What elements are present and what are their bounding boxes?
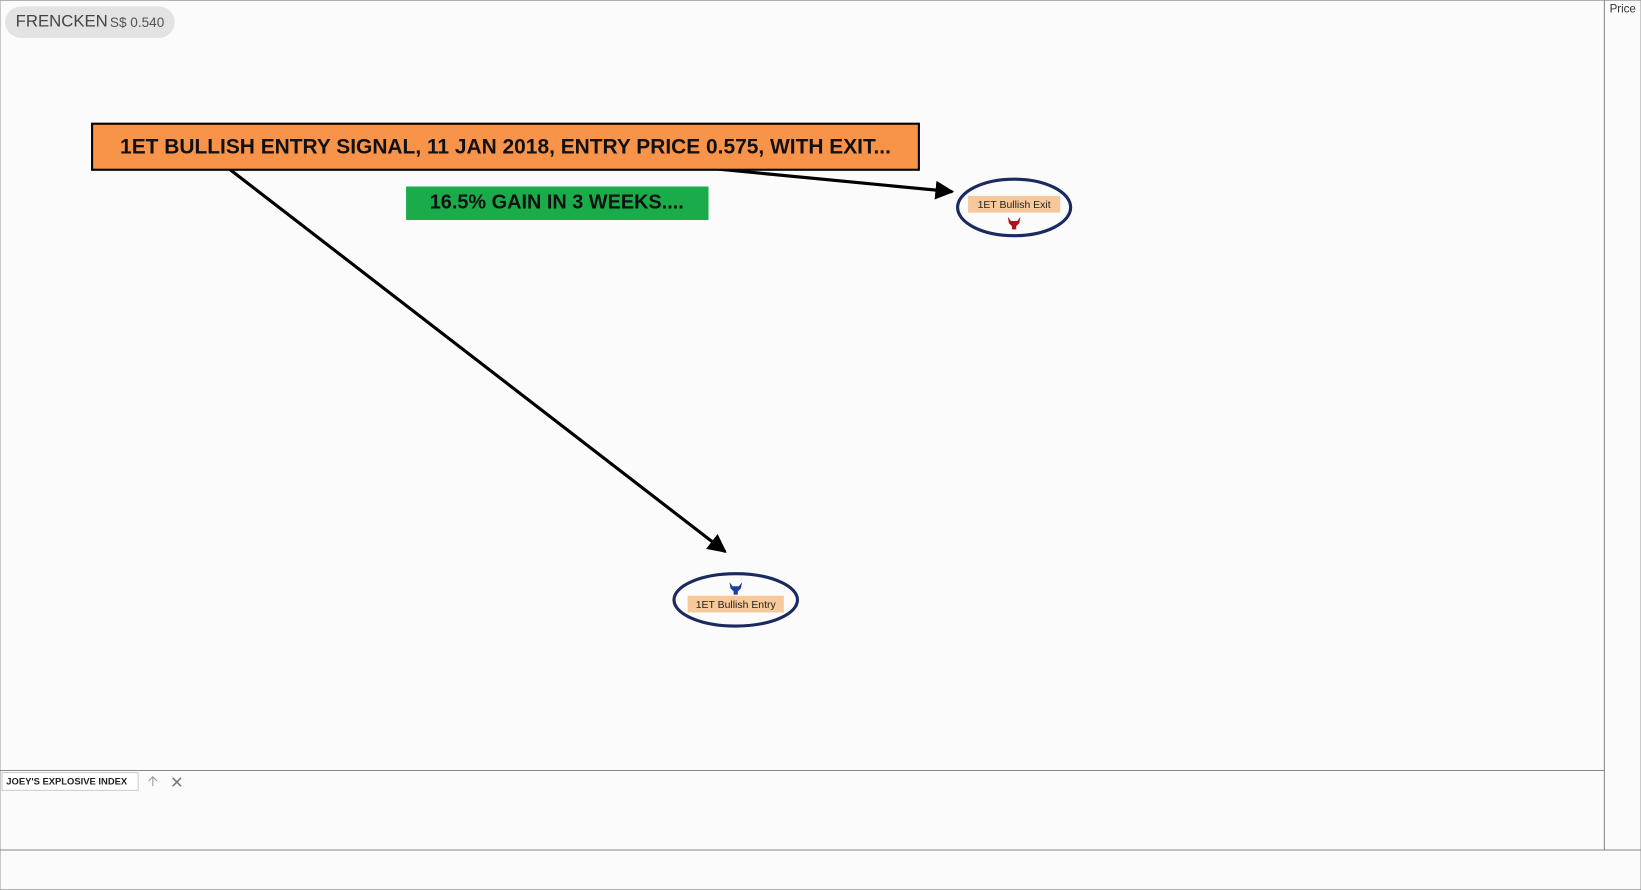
entry-label-bg bbox=[687, 595, 784, 613]
signal-text: 1ET BULLISH ENTRY SIGNAL, 11 JAN 2018, E… bbox=[120, 135, 891, 158]
signal-box bbox=[91, 122, 920, 171]
y-axis-title: Price bbox=[1610, 4, 1636, 16]
exit-label-bg bbox=[968, 195, 1061, 213]
exit-arrow bbox=[713, 167, 955, 200]
annotations: 1ET BULLISH ENTRY SIGNAL, 11 JAN 2018, E… bbox=[91, 122, 1073, 628]
gain-text: 16.5% GAIN IN 3 WEEKS.... bbox=[430, 191, 684, 213]
symbol-price: S$ 0.540 bbox=[110, 15, 165, 30]
indicator-title-bg bbox=[1, 772, 139, 791]
exit-label: 1ET Bullish Exit bbox=[978, 200, 1051, 211]
symbol: FRENCKEN bbox=[16, 12, 108, 31]
entry-label: 1ET Bullish Entry bbox=[696, 600, 777, 611]
badge-bg bbox=[5, 6, 175, 38]
bear-icon bbox=[1007, 216, 1021, 230]
bull-icon bbox=[729, 582, 743, 595]
move-up-icon[interactable] bbox=[148, 776, 158, 787]
symbol-badge: FRENCKEN S$ 0.540 bbox=[5, 6, 175, 38]
entry-arrow bbox=[229, 168, 727, 553]
gain-box bbox=[406, 186, 709, 220]
entry-ellipse bbox=[672, 572, 800, 628]
indicator-header: JOEY'S EXPLOSIVE INDEX bbox=[1, 772, 182, 791]
close-icon[interactable] bbox=[172, 777, 182, 787]
indicator-title: JOEY'S EXPLOSIVE INDEX bbox=[6, 775, 128, 786]
exit-ellipse bbox=[956, 177, 1073, 238]
